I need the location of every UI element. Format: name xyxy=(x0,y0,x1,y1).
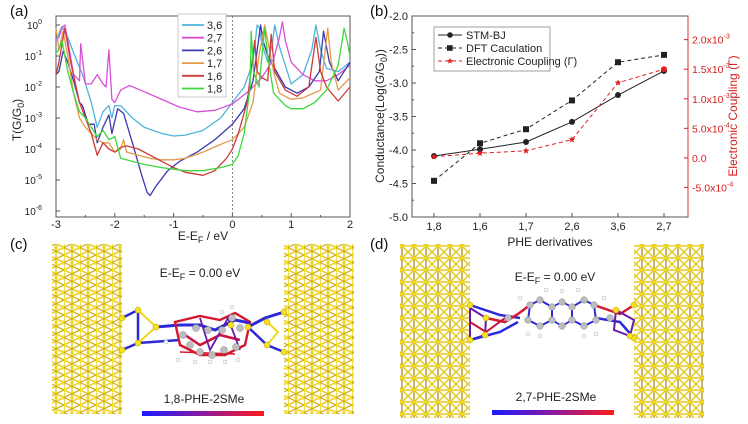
x-tick-label: 1,6 xyxy=(472,221,487,233)
x-axis-label: PHE derivatives xyxy=(507,235,592,249)
data-point-circle xyxy=(661,66,667,73)
legend-label: Electronic Coupling (Γ) xyxy=(466,56,577,68)
data-point-star xyxy=(522,147,530,154)
legend-label: 1,7 xyxy=(207,58,222,70)
legend-marker xyxy=(447,32,453,38)
x-tick-label: 0 xyxy=(229,219,235,231)
legend-label: STM-BJ xyxy=(466,30,506,42)
y-axis-label: T(G/G0) xyxy=(10,99,26,141)
y-tick-label: -4.5 xyxy=(389,179,408,191)
molecular-junction xyxy=(118,304,288,365)
y2-tick-label: 1.0x10-3 xyxy=(692,93,730,106)
legend-label: 1,8 xyxy=(207,84,222,96)
y-tick-label: 10-3 xyxy=(25,112,42,125)
legend-label: DFT Caculation xyxy=(466,43,542,55)
data-point-star xyxy=(568,136,576,143)
y2-tick-label: -5.0x10-4 xyxy=(692,181,733,194)
y2-axis-label: Electronic Coupling (Γ) xyxy=(726,55,740,176)
data-point-square xyxy=(569,97,575,104)
x-tick-label: 1,8 xyxy=(426,221,441,233)
data-point-circle xyxy=(523,138,529,145)
data-point-circle xyxy=(615,92,621,99)
data-point-star xyxy=(476,149,484,156)
y2-tick-label: 5.0x10-4 xyxy=(692,122,730,135)
molecular-junction xyxy=(466,287,638,344)
series-line-2-6 xyxy=(55,24,351,197)
x-tick-label: -1 xyxy=(169,219,179,231)
x-tick-label: 1 xyxy=(288,219,294,231)
x-tick-label: 3,6 xyxy=(610,221,625,233)
energy-label: E-EF = 0.00 eV xyxy=(160,266,241,282)
panel-label-a: (a) xyxy=(10,3,29,20)
data-point-circle xyxy=(569,118,575,125)
series-line-coupling xyxy=(433,68,665,158)
series-line-dft xyxy=(433,54,665,182)
legend-label: 2,6 xyxy=(207,45,222,57)
panel-label-c: (c) xyxy=(10,236,28,253)
chart-a: -3 -2 -1 0 1 2 100 10-1 10-2 10-3 10-4 10-5 10-6 3,6… xyxy=(10,13,353,245)
y-tick-label: -5.0 xyxy=(389,212,408,224)
y-tick-label: 10-1 xyxy=(25,50,42,63)
y-tick-label: 100 xyxy=(27,19,42,32)
colorbar xyxy=(492,410,614,415)
left-electrode xyxy=(400,244,470,418)
y-tick-label: 10-5 xyxy=(25,174,42,187)
x-tick-label: 1,7 xyxy=(518,221,533,233)
data-point-star xyxy=(614,79,622,86)
x-tick-label: -3 xyxy=(51,219,61,231)
legend-box xyxy=(177,13,227,98)
legend-box xyxy=(433,26,551,72)
data-point-square xyxy=(661,51,667,58)
structure-d: E-EF = 0.00 eV 2,7-PHE-2SMe xyxy=(400,244,704,418)
structure-c: E-EF = 0.00 eV 1,8-PHE-2SMe xyxy=(52,244,354,416)
data-point-circle xyxy=(477,146,483,153)
molecule-name: 2,7-PHE-2SMe xyxy=(516,390,597,404)
y-tick-label: 10-4 xyxy=(25,143,42,156)
series-line-1-7 xyxy=(55,24,351,161)
series-line-1-8 xyxy=(55,27,351,172)
data-point-star xyxy=(430,153,438,160)
colorbar xyxy=(142,411,264,416)
legend-label: 3,6 xyxy=(207,20,222,32)
y2-tick-label: 2.0x10-3 xyxy=(692,34,730,47)
x-tick-label: 2,6 xyxy=(564,221,579,233)
y-tick-label: -2.5 xyxy=(389,45,408,57)
data-point-star xyxy=(447,57,453,64)
series-line-2-7 xyxy=(55,21,351,113)
chart-b: 1,8 1,6 1,7 2,6 3,6 2,7 -2.0 -2.5 -3.0 -3.5 -4.0 -4… xyxy=(373,11,740,249)
legend-label: 2,7 xyxy=(207,33,222,45)
data-point-square xyxy=(523,126,529,133)
data-point-square xyxy=(431,177,437,184)
y-tick-label: 10-2 xyxy=(25,81,42,94)
legend: 3,62,72,61,71,61,8 xyxy=(177,13,227,98)
panel-label-b: (b) xyxy=(370,3,389,20)
y-tick-label: -4.0 xyxy=(389,145,408,157)
y2-tick-label: 1.5x10-3 xyxy=(692,63,730,76)
molecule-name: 1,8-PHE-2SMe xyxy=(164,392,245,406)
data-point-square xyxy=(477,140,483,147)
energy-label: E-EF = 0.00 eV xyxy=(515,270,596,286)
series-line-stm-bj xyxy=(433,70,665,157)
y-axis-label: Conductance(Log(G/G0)) xyxy=(373,49,389,183)
x-tick-label: 2,7 xyxy=(656,221,671,233)
left-electrode xyxy=(52,244,122,414)
data-point-square xyxy=(615,59,621,66)
legend-label: 1,6 xyxy=(207,71,222,83)
right-electrode xyxy=(284,244,354,414)
y-tick-label: -2.0 xyxy=(389,11,408,23)
x-axis-label: E-EF / eV xyxy=(178,229,228,245)
y-tick-label: -3.5 xyxy=(389,112,408,124)
legend-marker xyxy=(447,45,453,51)
right-electrode xyxy=(634,244,704,418)
x-tick-label: -2 xyxy=(110,219,120,231)
y-tick-label: 10-6 xyxy=(25,205,42,218)
y2-tick-label: 0.0 xyxy=(692,153,707,165)
panel-label-d: (d) xyxy=(370,236,389,253)
y-tick-label: -3.0 xyxy=(389,78,408,90)
x-tick-label: 2 xyxy=(347,219,353,231)
series-line-1-6 xyxy=(55,27,351,176)
